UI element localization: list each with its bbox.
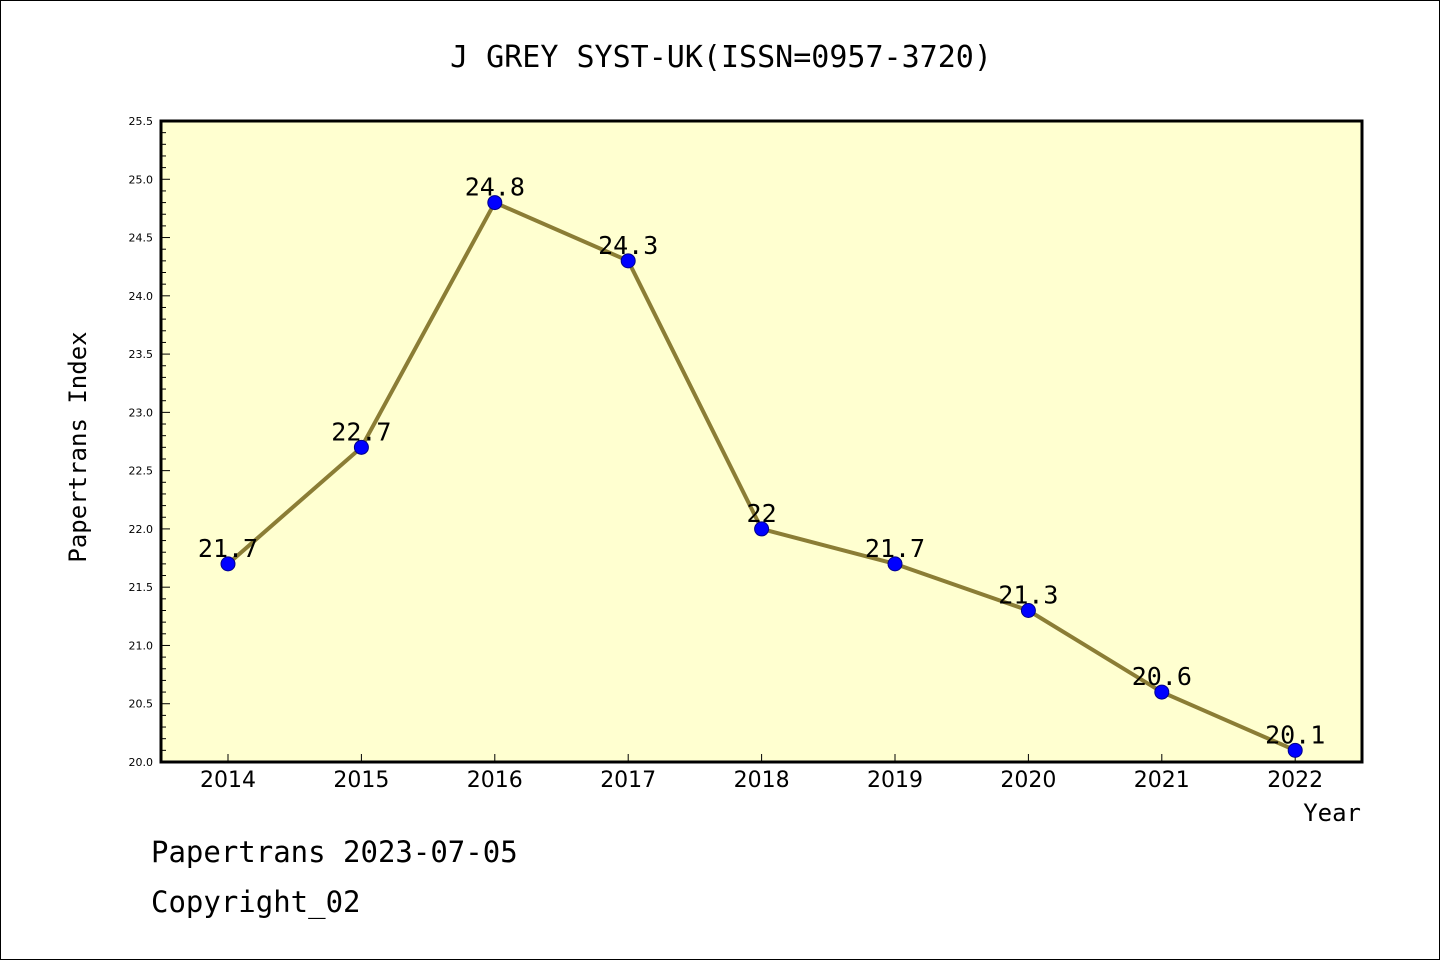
footer-date: Papertrans 2023-07-05 (151, 835, 518, 869)
series-line (220, 195, 1303, 758)
y-tick-label: 23.0 (129, 406, 154, 419)
data-label: 20.6 (1132, 662, 1192, 691)
data-label: 24.3 (598, 231, 658, 260)
x-tick-label: 2020 (1000, 768, 1056, 793)
y-tick-label: 21.5 (129, 581, 154, 594)
x-tick-label: 2022 (1267, 768, 1323, 793)
y-tick-label: 25.0 (129, 173, 154, 186)
data-point (620, 253, 636, 269)
y-axis-title: Papertrans Index (64, 331, 92, 562)
data-point (220, 556, 236, 572)
y-tick-label: 25.5 (129, 115, 154, 128)
data-label: 20.1 (1265, 720, 1325, 749)
chart-title: J GREY SYST-UK(ISSN=0957-3720) (450, 40, 992, 75)
y-tick-label: 22.0 (129, 523, 154, 536)
x-tick-label: 2018 (734, 768, 790, 793)
y-tick-label: 20.0 (129, 756, 154, 769)
data-labels: 21.7 22.7 24.8 24.3 22 21.7 21.3 20.6 20.1 (198, 173, 1325, 750)
x-axis: 2014 2015 2016 2017 2018 2019 2020 2021 2022 (200, 754, 1323, 793)
x-tick-label: 2019 (867, 768, 923, 793)
x-tick-label: 2021 (1134, 768, 1190, 793)
data-point (1154, 684, 1170, 700)
x-axis-title: Year (1303, 799, 1361, 827)
data-label: 22.7 (331, 417, 391, 446)
y-tick-label: 23.5 (129, 348, 154, 361)
x-tick-label: 2017 (600, 768, 656, 793)
x-tick-label: 2014 (200, 768, 256, 793)
data-point (887, 556, 903, 572)
y-tick-label: 24.5 (129, 232, 154, 245)
data-label: 21.3 (998, 580, 1058, 609)
y-tick-label: 21.0 (129, 639, 154, 652)
footer-copyright: Copyright_02 (151, 885, 361, 919)
data-label: 24.8 (465, 173, 525, 202)
y-tick-label: 22.5 (129, 465, 154, 478)
data-label: 22 (747, 499, 777, 528)
data-label: 21.7 (198, 534, 258, 563)
y-axis: 20.0 20.5 21.0 21.5 22.0 22.5 23.0 23.5 24.0 24.5… (129, 115, 170, 769)
data-point (1287, 742, 1303, 758)
data-point (353, 439, 369, 455)
data-point (754, 521, 770, 537)
x-tick-label: 2015 (333, 768, 389, 793)
y-tick-label: 24.0 (129, 290, 154, 303)
data-point (1020, 602, 1036, 618)
y-tick-label: 20.5 (129, 698, 154, 711)
data-label: 21.7 (865, 534, 925, 563)
x-tick-label: 2016 (467, 768, 523, 793)
plot-frame (159, 119, 1364, 764)
data-point (487, 195, 503, 211)
